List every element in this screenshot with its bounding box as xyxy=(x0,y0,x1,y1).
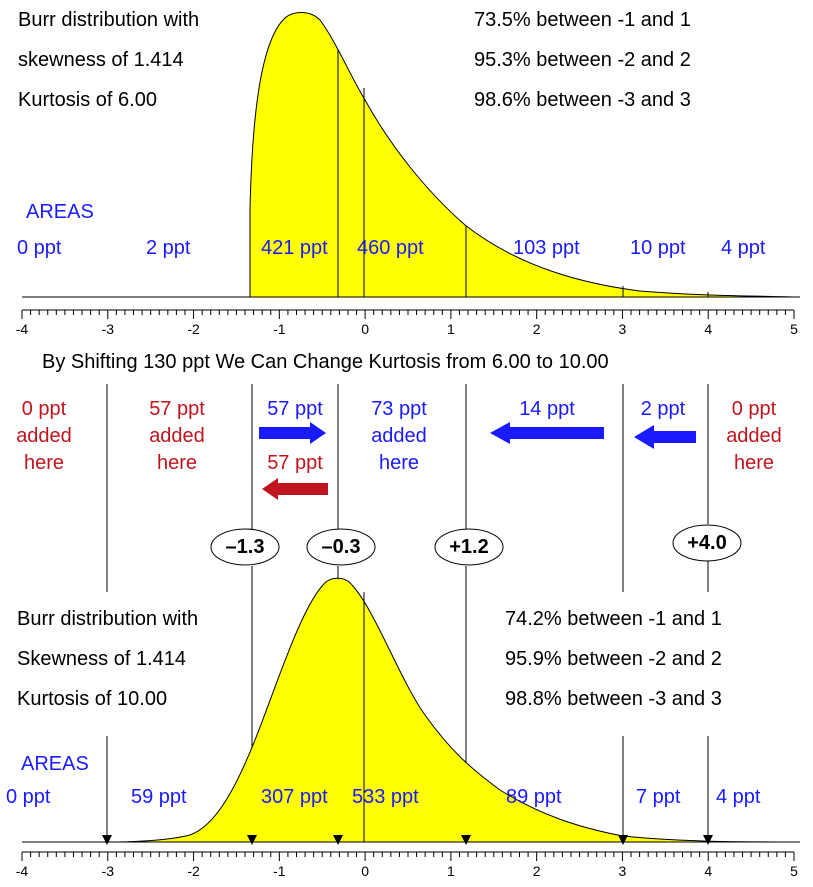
red-arrow-left xyxy=(262,478,328,500)
marker-label-minus-1-3: –1.3 xyxy=(225,536,265,558)
shift-arrows xyxy=(259,422,696,500)
axis-tick-label: -1 xyxy=(273,863,286,879)
axis-tick-label: 4 xyxy=(704,863,712,879)
bottom-area-2: 59 ppt xyxy=(131,786,187,808)
bottom-desc-line-1: Burr distribution with xyxy=(17,608,199,630)
axis-tick-label: 0 xyxy=(361,321,369,337)
axis-tick-label: -4 xyxy=(16,863,29,879)
axis-tick-label: 1 xyxy=(447,863,455,879)
bottom-area-1: 0 ppt xyxy=(6,786,51,808)
bottom-area-7: 4 ppt xyxy=(716,786,761,808)
note-region-3-blue: 57 ppt xyxy=(267,398,323,420)
axis-tick-label: 3 xyxy=(619,863,627,879)
axis-tick-label: 4 xyxy=(704,321,712,337)
axis-tick-label: 2 xyxy=(533,863,541,879)
marker-label-plus-4-0: +4.0 xyxy=(687,532,727,554)
bottom-density-curve xyxy=(106,577,801,843)
note-region-3-red: 57 ppt xyxy=(267,452,323,474)
top-density-curve xyxy=(249,12,801,298)
bottom-area-4: 533 ppt xyxy=(352,786,419,808)
axis-tick-label: -1 xyxy=(273,321,286,337)
note-region-7: 0 ppt added here xyxy=(726,398,782,474)
top-area-6: 10 ppt xyxy=(630,237,686,259)
top-desc-line-1: Burr distribution with xyxy=(18,9,200,31)
note-region-2: 57 ppt added here xyxy=(149,398,205,474)
axis-tick-label: 3 xyxy=(619,321,627,337)
axis-tick-label: -4 xyxy=(16,321,29,337)
bottom-area-3: 307 ppt xyxy=(261,786,328,808)
bottom-areas-title: AREAS xyxy=(21,753,89,775)
bottom-axis: -4 -3 -2 -1 0 1 2 3 4 5 xyxy=(16,851,798,879)
marker-oval-minus-0-3 xyxy=(306,528,376,566)
top-area-4: 460 ppt xyxy=(357,237,424,259)
note-region-5: 14 ppt xyxy=(519,398,575,420)
axis-tick-label: -3 xyxy=(102,321,115,337)
top-desc-line-2: skewness of 1.414 xyxy=(18,49,184,71)
bottom-area-5: 89 ppt xyxy=(506,786,562,808)
marker-label-plus-1-2: +1.2 xyxy=(449,536,489,558)
note-region-6: 2 ppt xyxy=(640,398,686,420)
bottom-pct-line-1: 74.2% between -1 and 1 xyxy=(505,608,722,630)
top-areas-title: AREAS xyxy=(26,201,94,223)
axis-tick-label: -3 xyxy=(102,863,115,879)
bottom-pct-line-2: 95.9% between -2 and 2 xyxy=(505,648,722,670)
marker-ovals xyxy=(210,524,742,566)
bottom-desc-line-3: Kurtosis of 10.00 xyxy=(17,688,168,710)
axis-tick-label: 2 xyxy=(533,321,541,337)
bottom-desc-line-2: Skewness of 1.414 xyxy=(17,648,186,670)
axis-tick-label: 0 xyxy=(361,863,369,879)
axis-tick-label: 5 xyxy=(790,863,798,879)
top-dividers xyxy=(337,50,709,297)
top-pct-line-2: 95.3% between -2 and 2 xyxy=(474,49,691,71)
blue-arrow-left-long xyxy=(490,422,604,444)
top-pct-line-3: 98.6% between -3 and 3 xyxy=(474,89,691,111)
bottom-area-6: 7 ppt xyxy=(636,786,681,808)
top-area-5: 103 ppt xyxy=(513,237,580,259)
top-desc-line-3: Kurtosis of 6.00 xyxy=(18,89,157,111)
bottom-pct-line-3: 98.8% between -3 and 3 xyxy=(505,688,722,710)
marker-oval-plus-1-2 xyxy=(434,528,504,566)
top-area-7: 4 ppt xyxy=(721,237,766,259)
top-pct-line-1: 73.5% between -1 and 1 xyxy=(474,9,691,31)
axis-tick-label: 5 xyxy=(790,321,798,337)
top-area-3: 421 ppt xyxy=(261,237,328,259)
note-region-4: 73 ppt added here xyxy=(371,398,427,474)
top-area-1: 0 ppt xyxy=(17,237,62,259)
marker-oval-minus-1-3 xyxy=(210,528,280,566)
axis-tick-label: -2 xyxy=(187,321,200,337)
marker-oval-plus-4-0 xyxy=(672,524,742,562)
shift-heading: By Shifting 130 ppt We Can Change Kurtos… xyxy=(42,351,609,373)
top-area-2: 2 ppt xyxy=(146,237,191,259)
note-region-1: 0 ppt added here xyxy=(16,398,72,474)
top-axis: -4 -3 -2 -1 0 1 2 3 4 5 xyxy=(16,309,798,337)
blue-arrow-left-short xyxy=(634,425,696,449)
axis-tick-label: -2 xyxy=(187,863,200,879)
marker-label-minus-0-3: –0.3 xyxy=(321,536,361,558)
bottom-dividers xyxy=(106,592,709,842)
bottom-arrowheads xyxy=(102,835,713,845)
blue-arrow-right xyxy=(259,422,326,444)
axis-tick-label: 1 xyxy=(447,321,455,337)
